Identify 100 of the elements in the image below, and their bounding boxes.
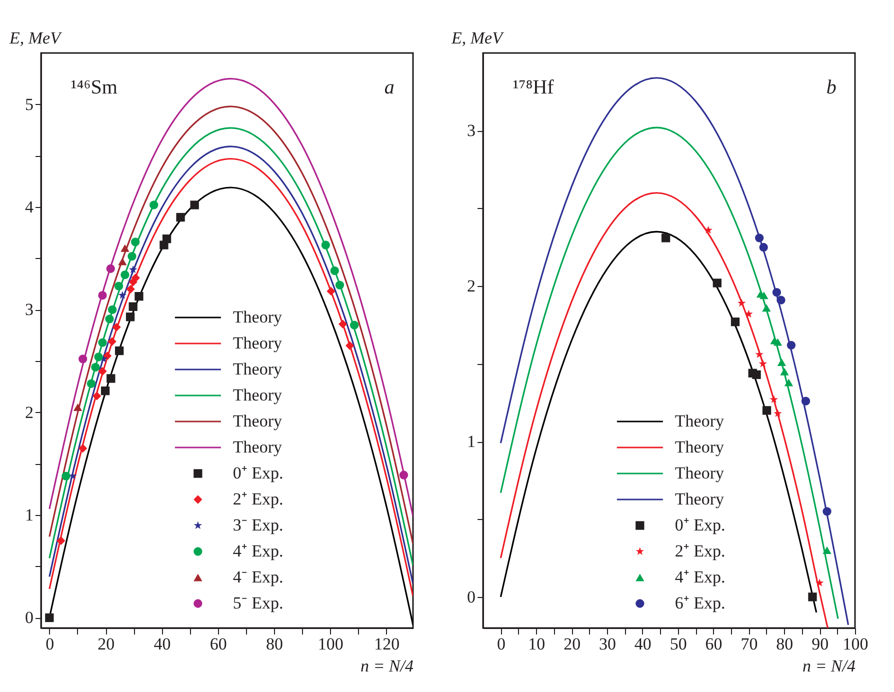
y-tick-label: 5 <box>25 94 34 114</box>
point <box>760 292 768 300</box>
point <box>112 322 121 332</box>
annotation: ¹⁴⁶Sm <box>70 76 118 98</box>
annotation: a <box>384 76 394 98</box>
legend-label: Theory <box>232 438 283 456</box>
point <box>730 318 740 326</box>
y-tick-label: 1 <box>25 506 34 525</box>
point <box>801 396 810 406</box>
point <box>780 368 789 376</box>
x-tick-label: 20 <box>564 634 581 654</box>
point <box>56 536 66 546</box>
point <box>120 270 130 280</box>
point <box>115 346 124 356</box>
x-tick-label: 60 <box>705 634 722 654</box>
point <box>399 470 408 480</box>
point <box>45 613 54 622</box>
legend-label: Theory <box>674 464 725 482</box>
y-tick-label: 4 <box>25 198 34 217</box>
point <box>118 258 127 266</box>
legend-label: 2⁺ Exp. <box>674 542 726 560</box>
point <box>62 472 70 480</box>
point <box>822 507 832 516</box>
point <box>86 379 96 388</box>
point <box>128 302 138 311</box>
x-tick-label: 10 <box>528 634 546 654</box>
legend-label: 4⁺ Exp. <box>232 542 284 560</box>
point <box>755 234 764 242</box>
point <box>772 288 782 297</box>
point <box>98 338 107 347</box>
point <box>774 409 782 418</box>
point <box>134 292 144 301</box>
point <box>712 278 722 288</box>
point <box>744 310 753 318</box>
point <box>776 296 786 304</box>
point <box>131 274 140 282</box>
point <box>762 406 772 415</box>
legend-label: Theory <box>674 412 725 430</box>
point <box>150 200 158 210</box>
point <box>73 403 82 411</box>
point <box>118 290 127 299</box>
y-axis-title: E, MeV <box>450 28 506 48</box>
legend-label: 4⁻ Exp. <box>232 568 284 586</box>
x-tick-label: 50 <box>670 634 687 654</box>
y-tick-label: 2 <box>467 276 476 296</box>
point <box>190 200 199 210</box>
point <box>808 592 817 602</box>
legend-label: Theory <box>232 308 283 326</box>
legend-label: 6⁺ Exp. <box>674 594 726 612</box>
line-series <box>500 230 818 614</box>
y-tick-label: 3 <box>25 300 34 320</box>
point <box>755 350 764 358</box>
annotation: b <box>826 76 836 98</box>
point <box>762 304 771 312</box>
y-axis-title: E, MeV <box>8 28 64 48</box>
x-tick-label: 40 <box>634 634 652 654</box>
point <box>128 265 138 274</box>
point <box>91 362 100 372</box>
legend-label: Theory <box>232 334 283 352</box>
annotation: ¹⁷⁸Hf <box>512 76 554 98</box>
point <box>773 338 782 346</box>
point <box>326 286 336 296</box>
legend-label: Theory <box>232 360 283 378</box>
point <box>78 354 88 364</box>
point <box>105 314 114 324</box>
point <box>131 238 140 246</box>
point <box>108 337 116 346</box>
legend-label: 5⁻ Exp. <box>232 594 284 612</box>
point <box>126 312 135 322</box>
point <box>98 366 107 376</box>
legend-label: 2⁺ Exp. <box>232 490 284 508</box>
legend-label: 3⁻ Exp. <box>232 516 284 534</box>
legend-label: 4⁺ Exp. <box>674 568 726 586</box>
point <box>94 352 103 362</box>
y-tick-label: 2 <box>25 402 34 422</box>
point <box>106 374 116 383</box>
x-tick-label: 40 <box>154 634 171 654</box>
point <box>759 242 768 252</box>
point <box>346 341 354 350</box>
point <box>815 578 824 586</box>
point <box>98 291 107 300</box>
y-tick-label: 0 <box>25 608 34 628</box>
point <box>78 444 88 453</box>
point <box>120 244 130 252</box>
point <box>822 546 832 554</box>
point <box>758 359 768 368</box>
point <box>106 264 115 273</box>
point <box>752 370 761 380</box>
point <box>100 386 110 396</box>
point <box>321 240 330 250</box>
point <box>338 320 348 328</box>
x-tick-label: 60 <box>210 634 227 654</box>
point <box>114 282 124 290</box>
point <box>661 234 670 242</box>
x-tick-label: 80 <box>266 634 284 654</box>
point <box>777 358 786 366</box>
legend-label: 0⁺ Exp. <box>674 516 726 534</box>
x-tick-label: 100 <box>842 634 868 654</box>
legend-label: 0⁺ Exp. <box>232 464 284 482</box>
legend-label: Theory <box>232 412 283 430</box>
